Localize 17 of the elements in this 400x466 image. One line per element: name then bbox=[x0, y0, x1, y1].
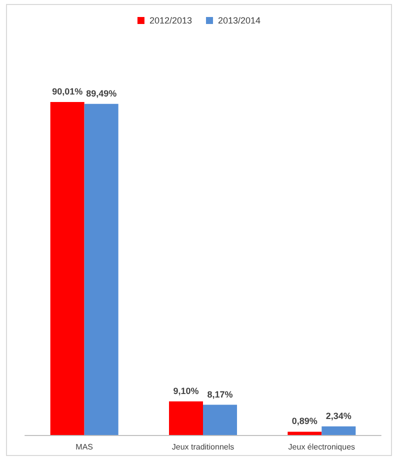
data-label: 2,34% bbox=[326, 410, 352, 421]
data-label: 90,01% bbox=[52, 86, 83, 96]
x-tick-label: Jeux électroniques bbox=[288, 442, 356, 452]
data-label: 89,49% bbox=[86, 88, 117, 98]
x-tick-label: Jeux traditionnels bbox=[172, 442, 234, 452]
data-label: 9,10% bbox=[173, 386, 199, 396]
data-label: 0,89% bbox=[292, 416, 318, 426]
bar bbox=[322, 426, 356, 435]
bar bbox=[203, 404, 237, 435]
bar bbox=[288, 432, 322, 435]
bar bbox=[84, 104, 118, 435]
legend-label: 2012/2013 bbox=[149, 16, 192, 26]
bar bbox=[169, 401, 203, 435]
bar bbox=[50, 102, 84, 435]
data-label: 8,17% bbox=[207, 389, 233, 400]
legend-label: 2013/2014 bbox=[218, 16, 261, 26]
x-tick-label: MAS bbox=[76, 442, 94, 452]
